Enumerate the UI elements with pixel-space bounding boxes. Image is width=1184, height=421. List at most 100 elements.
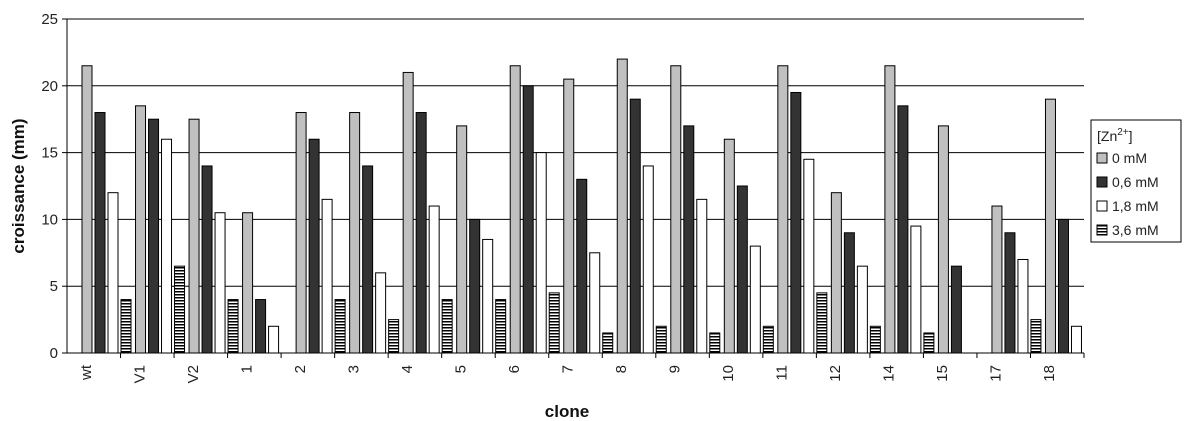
bar xyxy=(349,112,361,354)
bar xyxy=(1044,98,1056,354)
bar xyxy=(816,292,828,354)
legend-swatch xyxy=(1096,200,1108,212)
bar xyxy=(709,332,721,354)
bar xyxy=(856,265,868,354)
bar xyxy=(616,58,628,354)
x-tick-label: 14 xyxy=(881,365,898,382)
bar xyxy=(495,299,507,354)
y-tick-label: 25 xyxy=(41,11,58,28)
bar xyxy=(201,165,213,354)
bar xyxy=(107,192,119,354)
bar xyxy=(268,325,280,354)
bar xyxy=(174,265,186,354)
bar xyxy=(884,65,896,354)
legend-label: 1,8 mM xyxy=(1112,198,1159,214)
y-tick-label: 20 xyxy=(41,78,58,95)
x-tick-label: 1 xyxy=(238,365,255,373)
bar xyxy=(214,212,226,354)
bar xyxy=(120,299,132,354)
bar xyxy=(777,65,789,354)
x-tick-label: wt xyxy=(78,364,95,381)
bar xyxy=(803,158,815,354)
bar xyxy=(482,238,494,354)
x-tick-label: 6 xyxy=(506,365,523,373)
bar xyxy=(910,225,922,354)
bar xyxy=(576,178,588,354)
bar xyxy=(1057,218,1069,354)
x-tick-label: 15 xyxy=(934,365,951,382)
bar xyxy=(81,65,93,354)
bar xyxy=(696,198,708,354)
x-tick-label: V1 xyxy=(131,365,148,383)
x-tick-label: 8 xyxy=(613,365,630,373)
bar xyxy=(937,125,949,354)
bar xyxy=(308,138,320,354)
x-tick-label: 10 xyxy=(720,365,737,382)
legend-label: 0,6 mM xyxy=(1112,174,1159,190)
bar xyxy=(602,332,614,354)
x-tick-label: 12 xyxy=(827,365,844,382)
bar xyxy=(790,91,802,354)
bar xyxy=(629,98,641,354)
bar xyxy=(762,325,774,354)
bar xyxy=(441,299,453,354)
bar xyxy=(736,185,748,354)
x-axis-title: clone xyxy=(545,402,589,421)
legend-label: 0 mM xyxy=(1112,150,1147,166)
bar xyxy=(375,272,387,354)
bar xyxy=(135,105,147,354)
bar xyxy=(1030,319,1042,354)
bar xyxy=(428,205,440,354)
x-tick-label: 17 xyxy=(988,365,1005,382)
x-tick-label: 4 xyxy=(399,365,416,373)
x-tick-label: 9 xyxy=(667,365,684,373)
bar xyxy=(334,299,346,354)
bar xyxy=(991,205,1003,354)
y-tick-label: 0 xyxy=(50,345,58,362)
y-tick-label: 5 xyxy=(50,278,58,295)
bar xyxy=(94,112,106,354)
bar xyxy=(670,65,682,354)
x-tick-label: V2 xyxy=(185,365,202,383)
legend-swatch xyxy=(1096,176,1108,188)
bar xyxy=(1017,258,1029,354)
bar xyxy=(255,299,267,354)
bar xyxy=(161,138,173,354)
bar xyxy=(415,112,427,354)
bar xyxy=(227,299,239,354)
x-tick-label: 3 xyxy=(345,365,362,373)
x-tick-label: 11 xyxy=(774,365,791,381)
bar xyxy=(869,325,881,354)
bar xyxy=(655,325,667,354)
bar xyxy=(295,112,307,354)
bar xyxy=(1070,325,1082,354)
x-tick-label: 2 xyxy=(292,365,309,373)
bar xyxy=(830,192,842,354)
y-tick-label: 10 xyxy=(41,211,58,228)
legend: [Zn2+] 0 mM0,6 mM1,8 mM3,6 mM xyxy=(1090,119,1182,243)
axes xyxy=(62,18,1085,358)
bar xyxy=(950,265,962,354)
bar xyxy=(535,152,547,354)
bar xyxy=(723,138,735,354)
bar xyxy=(589,252,601,354)
legend-swatch xyxy=(1096,152,1108,164)
bar xyxy=(469,218,481,354)
bar xyxy=(362,165,374,354)
bar xyxy=(188,118,200,354)
bar xyxy=(402,71,414,354)
bar xyxy=(749,245,761,354)
bar xyxy=(1004,232,1016,354)
bar xyxy=(683,125,695,354)
legend-label: 3,6 mM xyxy=(1112,222,1159,238)
bar xyxy=(242,212,254,354)
bar xyxy=(548,292,560,354)
bar xyxy=(148,118,160,354)
bar xyxy=(923,332,935,354)
bar xyxy=(388,319,400,354)
bar xyxy=(642,165,654,354)
bar xyxy=(843,232,855,354)
bar xyxy=(321,198,333,354)
